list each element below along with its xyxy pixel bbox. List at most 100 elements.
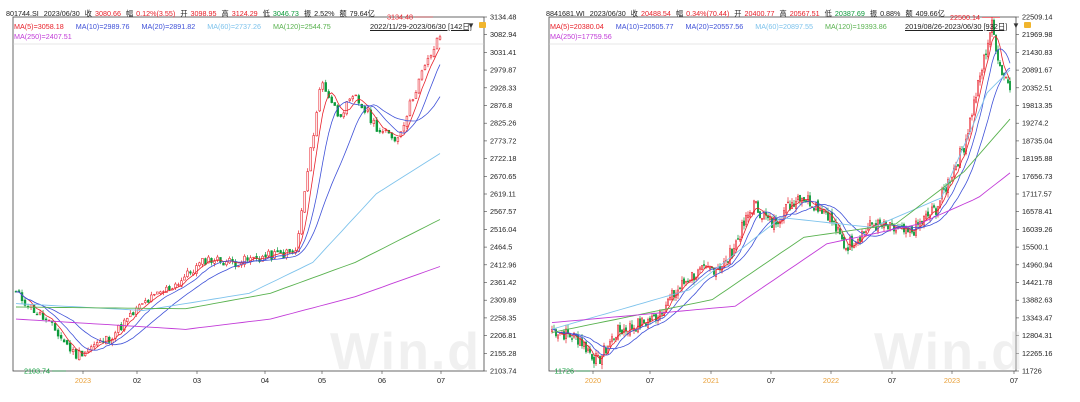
y-tick-label: 2979.87	[490, 66, 516, 75]
y-tick-label: 14960.94	[1022, 260, 1052, 269]
candle-body	[595, 353, 597, 364]
candle-body	[871, 222, 873, 225]
y-tick-label: 12265.16	[1022, 349, 1052, 358]
candle-body	[351, 96, 354, 100]
candle-body	[869, 220, 871, 227]
candle-body	[207, 256, 210, 264]
max-price-label: 3134.48	[387, 13, 413, 22]
y-tick-label: 19813.35	[1022, 101, 1052, 110]
candle-body	[837, 226, 839, 230]
candle-body	[985, 53, 987, 56]
candle-body	[605, 347, 607, 354]
candle-body	[857, 238, 859, 243]
candle-body	[183, 276, 186, 281]
candle-body	[697, 269, 699, 276]
security-code: 8841681.WI	[546, 9, 585, 18]
candle-body	[751, 212, 753, 214]
candle-body	[83, 351, 87, 356]
candle-body	[777, 222, 779, 225]
ma20-line	[551, 67, 1011, 350]
date-range-selector[interactable]: 2022/11/29-2023/06/30 [142日]	[370, 22, 472, 31]
x-tick-label: 03	[193, 376, 201, 385]
close-value: 20488.54	[640, 9, 671, 18]
candle-body	[375, 119, 379, 132]
candle-body	[141, 303, 144, 305]
candle-body	[701, 265, 703, 271]
candle-body	[186, 270, 189, 277]
candle-body	[651, 315, 653, 321]
candle-body	[1009, 80, 1011, 91]
candle-body	[603, 345, 605, 355]
candle-body	[845, 248, 847, 251]
candle-body	[246, 257, 249, 261]
candle-body	[378, 130, 382, 133]
security-code: 801744.SI	[6, 9, 39, 18]
candle-body	[333, 102, 336, 106]
quote-header: 8841681.WI 2023/06/30 收 20488.54 幅 0.34%(7…	[546, 9, 948, 19]
candle-body	[741, 222, 743, 238]
candle-body	[129, 312, 132, 318]
y-tick-label: 18195.88	[1022, 154, 1052, 163]
amplitude-value: 0.88%	[880, 9, 901, 18]
candle-body	[195, 265, 198, 274]
candle-body	[597, 354, 599, 357]
dropdown-triangle-icon[interactable]: ▼	[467, 21, 475, 30]
candle-body	[647, 319, 649, 328]
kline-chart-right[interactable]: 22509.14 21969.98 21430.83 20891.67 20352.51…	[540, 0, 1080, 402]
x-tick-label: 07	[646, 376, 654, 385]
kline-chart-left[interactable]: 3134.48 3082.94 3031.41 2979.87 2928.33 2876.…	[0, 0, 540, 402]
y-tick-label: 17656.73	[1022, 172, 1052, 181]
y-tick-label: 13882.63	[1022, 296, 1052, 305]
lock-icon[interactable]	[1024, 22, 1031, 28]
candle-body	[324, 82, 327, 92]
candle-body	[591, 354, 593, 360]
candle-body	[747, 214, 749, 218]
low-label: 低	[262, 9, 270, 18]
y-tick-label: 16039.26	[1022, 225, 1052, 234]
candle-body	[593, 356, 595, 364]
ma20-legend: MA(20)=20557.56	[685, 22, 744, 31]
dropdown-triangle-icon[interactable]: ▼	[1012, 21, 1020, 30]
candle-body	[879, 219, 881, 225]
candle-body	[735, 240, 737, 250]
candle-body	[699, 267, 701, 270]
candle-body	[35, 313, 39, 316]
ma60-line	[551, 69, 1011, 330]
open-value: 3098.95	[190, 9, 217, 18]
candle-body	[65, 340, 69, 345]
candle-body	[306, 171, 309, 192]
candle-body	[915, 220, 917, 236]
candle-body	[117, 325, 120, 333]
candle-body	[843, 236, 845, 249]
candle-body	[787, 201, 789, 204]
x-tick-label: 07	[888, 376, 896, 385]
max-price-label: 22500.14	[950, 13, 980, 22]
lock-icon[interactable]	[479, 22, 486, 28]
candle-body	[783, 210, 785, 220]
y-tick-label: 20352.51	[1022, 83, 1052, 92]
candle-body	[318, 89, 321, 112]
change-label: 幅	[675, 9, 684, 18]
candle-body	[571, 338, 573, 340]
candle-body	[757, 201, 759, 213]
ma5-legend: MA(5)=3058.18	[14, 22, 64, 31]
candle-body	[414, 92, 418, 99]
candle-body	[198, 262, 201, 266]
candle-body	[679, 287, 681, 290]
candle-body	[95, 342, 99, 346]
candle-body	[80, 350, 84, 357]
candle-body	[715, 269, 717, 277]
y-tick-label: 13343.47	[1022, 313, 1052, 322]
y-tick-label: 2464.5	[490, 243, 512, 252]
x-tick-label: 04	[261, 376, 269, 385]
candle-body	[617, 324, 619, 340]
amplitude-label: 振	[869, 9, 878, 18]
min-price-label: 2103.74	[24, 367, 50, 376]
candle-body	[132, 312, 135, 316]
y-tick-label: 2206.81	[490, 331, 516, 340]
candle-body	[653, 314, 655, 317]
ma-legend-row1: MA(5)=3058.18 MA(10)=2989.76 MA(20)=2891…	[14, 22, 341, 31]
y-tick-label: 14421.78	[1022, 278, 1052, 287]
low-value: 3046.73	[272, 9, 299, 18]
date-range-selector[interactable]: 2019/08/26-2023/06/30 [932日]	[905, 22, 1008, 31]
